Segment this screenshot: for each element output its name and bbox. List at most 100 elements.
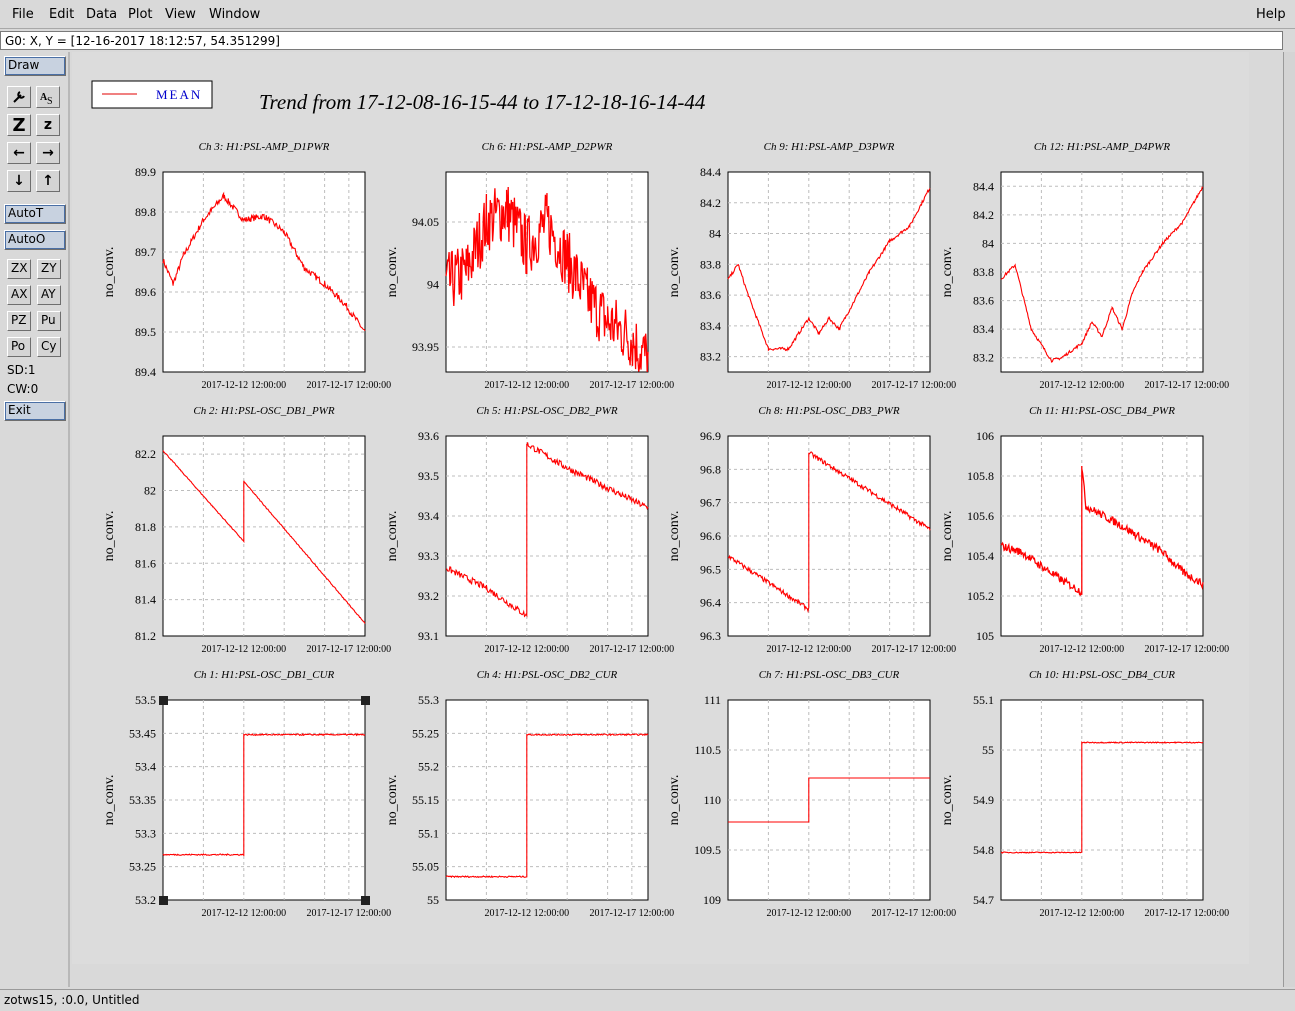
zoom-z-small-icon[interactable]: z bbox=[36, 114, 60, 136]
y-tick-label: 83.8 bbox=[973, 265, 994, 279]
cy-button[interactable]: Cy bbox=[37, 337, 61, 357]
x-tick-label: 2017-12-12 12:00:00 bbox=[201, 908, 286, 919]
y-tick-label: 83.4 bbox=[973, 322, 994, 336]
y-tick-label: 94.05 bbox=[412, 215, 439, 229]
chart-panel: Ch 1: H1:PSL-OSC_DB1_CUR 53.5 53.45 53.4 53.… bbox=[102, 669, 391, 919]
y-tick-label: 93.2 bbox=[418, 589, 439, 603]
y-tick-label: 96.4 bbox=[700, 596, 721, 610]
arrow-down-icon[interactable]: ↓ bbox=[7, 170, 31, 192]
y-tick-label: 84.2 bbox=[973, 208, 994, 222]
y-tick-label: 53.4 bbox=[135, 760, 156, 774]
chart-title: Ch 4: H1:PSL-OSC_DB2_CUR bbox=[477, 669, 618, 681]
po-button[interactable]: Po bbox=[7, 337, 31, 357]
y-tick-label: 93.1 bbox=[418, 629, 439, 643]
y-axis-label: no_conv. bbox=[667, 775, 682, 826]
y-tick-label: 55.3 bbox=[418, 693, 439, 707]
menu-window[interactable]: Window bbox=[209, 7, 261, 22]
autot-button[interactable]: AutoT bbox=[4, 204, 66, 224]
x-tick-label: 2017-12-17 12:00:00 bbox=[871, 644, 956, 655]
menu-view[interactable]: View bbox=[165, 7, 196, 22]
menu-help[interactable]: Help bbox=[1256, 7, 1286, 22]
selection-handle bbox=[361, 696, 370, 705]
x-tick-label: 2017-12-12 12:00:00 bbox=[1039, 908, 1124, 919]
legend-label: MEAN bbox=[156, 87, 202, 102]
y-tick-label: 54.8 bbox=[973, 843, 994, 857]
y-tick-label: 55.1 bbox=[418, 826, 439, 840]
chart-title: Ch 7: H1:PSL-OSC_DB3_CUR bbox=[759, 669, 900, 681]
y-axis-label: no_conv. bbox=[667, 247, 682, 298]
y-tick-label: 89.9 bbox=[135, 165, 156, 179]
y-tick-label: 55 bbox=[427, 893, 439, 907]
sd-status: SD:1 bbox=[7, 363, 36, 377]
y-tick-label: 96.5 bbox=[700, 562, 721, 576]
chart-title: Ch 3: H1:PSL-AMP_D1PWR bbox=[199, 141, 330, 153]
cw-status: CW:0 bbox=[7, 382, 39, 396]
ax-button[interactable]: AX bbox=[7, 285, 31, 305]
chart-title: Ch 6: H1:PSL-AMP_D2PWR bbox=[482, 141, 613, 153]
exit-button[interactable]: Exit bbox=[4, 401, 66, 421]
arrow-up-icon[interactable]: ↑ bbox=[36, 170, 60, 192]
y-tick-label: 83.2 bbox=[700, 350, 721, 364]
y-tick-label: 55.15 bbox=[412, 793, 439, 807]
arrow-right-icon[interactable]: → bbox=[36, 142, 60, 164]
menu-edit[interactable]: Edit bbox=[49, 7, 75, 22]
vertical-scrollbar[interactable] bbox=[1283, 52, 1295, 987]
y-tick-label: 111 bbox=[704, 693, 721, 707]
menu-data[interactable]: Data bbox=[86, 7, 118, 22]
y-tick-label: 105 bbox=[976, 629, 994, 643]
x-tick-label: 2017-12-12 12:00:00 bbox=[201, 380, 286, 391]
menu-plot[interactable]: Plot bbox=[128, 7, 153, 22]
svg-text:S: S bbox=[47, 96, 53, 105]
plot-area bbox=[162, 435, 366, 637]
arrow-left-icon[interactable]: ← bbox=[7, 142, 31, 164]
ay-button[interactable]: AY bbox=[37, 285, 61, 305]
plot-area bbox=[727, 171, 931, 373]
x-tick-label: 2017-12-17 12:00:00 bbox=[1144, 644, 1229, 655]
coordinate-readout: G0: X, Y = [12-16-2017 18:12:57, 54.3512… bbox=[0, 31, 1283, 50]
y-tick-label: 105.8 bbox=[967, 469, 994, 483]
data-trace bbox=[445, 186, 649, 373]
y-tick-label: 105.6 bbox=[967, 509, 994, 523]
y-tick-label: 84.4 bbox=[973, 179, 994, 193]
y-tick-label: 96.7 bbox=[700, 496, 721, 510]
x-tick-label: 2017-12-12 12:00:00 bbox=[1039, 644, 1124, 655]
y-tick-label: 106 bbox=[976, 429, 994, 443]
menu-file[interactable]: File bbox=[12, 7, 34, 22]
y-tick-label: 82.2 bbox=[135, 447, 156, 461]
x-tick-label: 2017-12-12 12:00:00 bbox=[484, 380, 569, 391]
data-trace bbox=[162, 732, 366, 857]
y-tick-label: 83.8 bbox=[700, 257, 721, 271]
svg-text:A: A bbox=[40, 92, 48, 103]
y-tick-label: 94 bbox=[427, 278, 439, 292]
y-tick-label: 89.6 bbox=[135, 285, 156, 299]
zoom-z-icon[interactable]: Z bbox=[7, 114, 31, 136]
chart-panel: Ch 9: H1:PSL-AMP_D3PWR 84.4 84.2 84 83.8 83.6… bbox=[667, 141, 956, 391]
zy-button[interactable]: ZY bbox=[37, 259, 61, 279]
wrench-icon[interactable] bbox=[7, 86, 31, 108]
zx-button[interactable]: ZX bbox=[7, 259, 31, 279]
chart-panel: Ch 4: H1:PSL-OSC_DB2_CUR 55.3 55.25 55.2 55.… bbox=[385, 669, 674, 919]
autoo-button[interactable]: AutoO bbox=[4, 230, 66, 250]
selection-handle bbox=[159, 696, 168, 705]
x-tick-label: 2017-12-17 12:00:00 bbox=[871, 908, 956, 919]
y-axis-label: no_conv. bbox=[385, 247, 400, 298]
pu-button[interactable]: Pu bbox=[37, 311, 61, 331]
data-trace bbox=[162, 191, 366, 332]
plot-canvas[interactable]: MEAN Trend from 17-12-08-16-15-44 to 17-… bbox=[72, 52, 1249, 964]
y-tick-label: 96.6 bbox=[700, 529, 721, 543]
draw-button[interactable]: Draw bbox=[4, 56, 66, 76]
y-tick-label: 109 bbox=[703, 893, 721, 907]
pz-button[interactable]: PZ bbox=[7, 311, 31, 331]
x-tick-label: 2017-12-17 12:00:00 bbox=[306, 380, 391, 391]
chart-panel: Ch 8: H1:PSL-OSC_DB3_PWR 96.9 96.8 96.7 96.6… bbox=[667, 405, 956, 655]
y-tick-label: 54.7 bbox=[973, 893, 994, 907]
y-tick-label: 89.7 bbox=[135, 245, 156, 259]
y-axis-label: no_conv. bbox=[385, 775, 400, 826]
y-tick-label: 53.2 bbox=[135, 893, 156, 907]
plots-svg: MEAN Trend from 17-12-08-16-15-44 to 17-… bbox=[91, 80, 1229, 919]
chart-panel: Ch 7: H1:PSL-OSC_DB3_CUR 111 110.5 110 109.5… bbox=[667, 669, 956, 919]
chart-title: Ch 1: H1:PSL-OSC_DB1_CUR bbox=[194, 669, 335, 681]
y-tick-label: 83.4 bbox=[700, 319, 721, 333]
chart-panel: Ch 6: H1:PSL-AMP_D2PWR 94.05 94 93.95 2017-1… bbox=[385, 141, 674, 391]
